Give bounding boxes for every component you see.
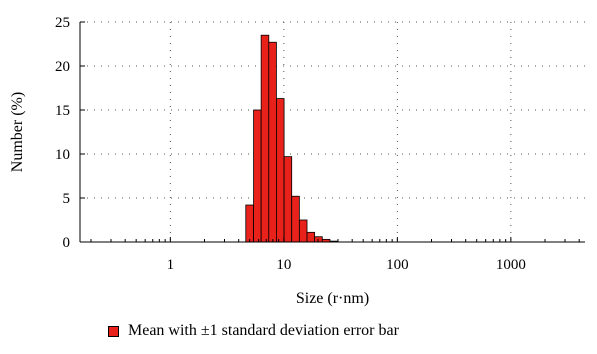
bar bbox=[306, 231, 316, 243]
bar bbox=[268, 41, 277, 243]
bar bbox=[291, 195, 300, 243]
bar bbox=[276, 98, 285, 243]
x-axis-title: Size (r·nm) bbox=[296, 290, 369, 307]
x-tick-label: 100 bbox=[386, 257, 409, 273]
bar bbox=[283, 156, 293, 243]
legend: Mean with ±1 standard deviation error ba… bbox=[108, 322, 399, 340]
y-tick-label: 5 bbox=[63, 191, 71, 207]
grid-lines bbox=[80, 21, 585, 242]
legend-label: Mean with ±1 standard deviation error ba… bbox=[128, 322, 399, 339]
histogram-bars bbox=[245, 34, 338, 243]
x-tick-label: 1 bbox=[167, 257, 175, 273]
bar bbox=[245, 204, 254, 243]
legend-swatch bbox=[108, 325, 119, 337]
x-tick-label: 1000 bbox=[496, 257, 526, 273]
bar bbox=[298, 219, 308, 243]
y-axis-title: Number (%) bbox=[9, 92, 26, 172]
bar bbox=[253, 109, 262, 243]
y-tick-label: 20 bbox=[55, 59, 70, 75]
y-tick-label: 10 bbox=[55, 147, 70, 163]
x-tick-label: 10 bbox=[276, 257, 291, 273]
y-tick-label: 25 bbox=[55, 15, 70, 31]
bar bbox=[260, 34, 270, 243]
tick-labels: 0 5 10 15 20 25 1 10 100 1000 bbox=[55, 15, 526, 273]
axes bbox=[79, 21, 585, 243]
y-tick-label: 15 bbox=[55, 103, 70, 119]
y-tick-label: 0 bbox=[63, 235, 71, 251]
